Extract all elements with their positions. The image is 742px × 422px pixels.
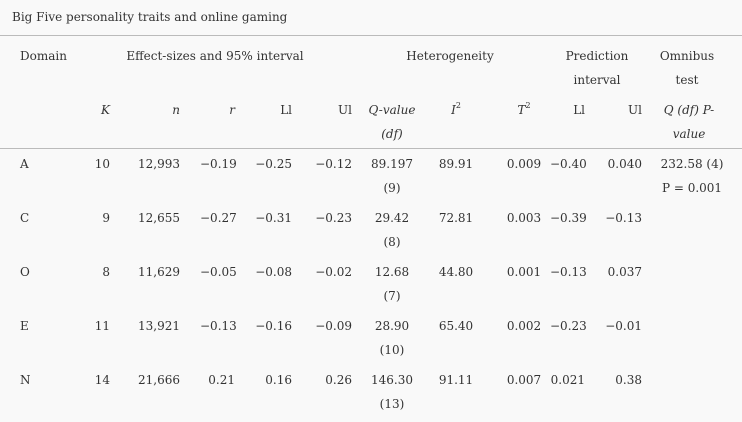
ul-cell: −0.12 (315, 157, 352, 171)
column-header: T2 (517, 101, 531, 118)
df-cell: (10) (379, 343, 405, 357)
r-cell: −0.19 (200, 157, 237, 171)
column-header: Ul (628, 103, 642, 117)
ul-cell: −0.23 (315, 211, 352, 225)
q-value-cell: 12.68 (374, 265, 410, 279)
q-value-cell: 89.197 (371, 157, 413, 171)
r-cell: 0.21 (208, 373, 235, 387)
ll-cell: 0.16 (265, 373, 292, 387)
omnibus-p-cell: P = 0.001 (661, 181, 723, 195)
top-rule (0, 35, 742, 36)
df-cell: (13) (379, 397, 405, 411)
ul-cell: −0.09 (315, 319, 352, 333)
column-header: n (172, 103, 180, 117)
group-header: Heterogeneity (406, 49, 494, 63)
n-cell: 11,629 (138, 265, 180, 279)
pll-cell: −0.40 (550, 157, 587, 171)
header-rule (0, 148, 742, 149)
ll-cell: −0.08 (255, 265, 292, 279)
i2-cell: 65.40 (438, 319, 474, 333)
ll-cell: −0.25 (255, 157, 292, 171)
pll-cell: −0.39 (550, 211, 587, 225)
domain-cell: O (20, 265, 30, 279)
ul-cell: −0.02 (315, 265, 352, 279)
df-cell: (9) (383, 181, 401, 195)
n-cell: 13,921 (138, 319, 180, 333)
table-title: Big Five personality traits and online g… (12, 10, 288, 24)
k-cell: 14 (94, 373, 110, 387)
pul-cell: 0.040 (607, 157, 642, 171)
column-header: Ll (573, 103, 585, 117)
r-cell: −0.27 (200, 211, 237, 225)
q-value-cell: 29.42 (374, 211, 410, 225)
r-cell: −0.05 (200, 265, 237, 279)
n-cell: 12,993 (138, 157, 180, 171)
ll-cell: −0.16 (255, 319, 292, 333)
superscript: 2 (455, 101, 461, 110)
k-cell: 9 (102, 211, 110, 225)
column-header: Q (df) P-value (663, 103, 715, 141)
group-header: Domain (20, 49, 67, 63)
domain-cell: E (20, 319, 29, 333)
ul-cell: 0.26 (325, 373, 352, 387)
t2-cell: 0.007 (506, 373, 542, 387)
q-value-cell: 146.30 (371, 373, 413, 387)
ll-cell: −0.31 (255, 211, 292, 225)
i2-cell: 72.81 (438, 211, 474, 225)
df-cell: (8) (383, 235, 401, 249)
k-cell: 10 (94, 157, 110, 171)
n-cell: 21,666 (138, 373, 180, 387)
i2-cell: 44.80 (438, 265, 474, 279)
pul-cell: −0.01 (605, 319, 642, 333)
domain-cell: A (20, 157, 29, 171)
n-cell: 12,655 (138, 211, 180, 225)
q-value-cell: 28.90 (374, 319, 410, 333)
df-cell: (7) (383, 289, 401, 303)
column-header: I2 (451, 101, 461, 118)
column-header: Q-value (df) (368, 103, 416, 141)
t2-cell: 0.002 (506, 319, 542, 333)
column-header: Ul (338, 103, 352, 117)
domain-cell: N (20, 373, 31, 387)
pul-cell: 0.38 (615, 373, 642, 387)
pll-cell: 0.021 (550, 373, 585, 387)
t2-cell: 0.003 (506, 211, 542, 225)
pul-cell: −0.13 (605, 211, 642, 225)
group-header: Omnibus test (659, 49, 715, 87)
group-header: Prediction interval (565, 49, 629, 87)
superscript: 2 (525, 101, 531, 110)
k-cell: 8 (102, 265, 110, 279)
group-header: Effect-sizes and 95% interval (126, 49, 304, 63)
r-cell: −0.13 (200, 319, 237, 333)
column-header: r (229, 103, 235, 117)
i2-cell: 91.11 (438, 373, 474, 387)
omnibus-q-cell: 232.58 (4) (660, 157, 724, 171)
pll-cell: −0.13 (550, 265, 587, 279)
pul-cell: 0.037 (607, 265, 642, 279)
k-cell: 11 (94, 319, 110, 333)
domain-cell: C (20, 211, 30, 225)
pll-cell: −0.23 (550, 319, 587, 333)
column-header: K (101, 103, 110, 117)
t2-cell: 0.009 (506, 157, 542, 171)
t2-cell: 0.001 (506, 265, 542, 279)
column-header: Ll (280, 103, 292, 117)
i2-cell: 89.91 (438, 157, 474, 171)
